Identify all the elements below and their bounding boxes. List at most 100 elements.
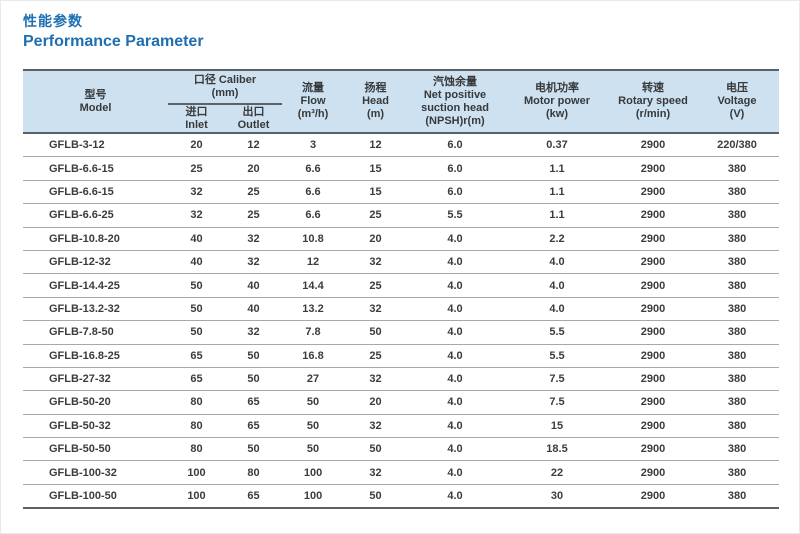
value-cell: 4.0 bbox=[407, 366, 504, 391]
value-cell: 2900 bbox=[611, 203, 696, 228]
header-rotary-zh: 转速 bbox=[642, 82, 665, 94]
value-cell: 50 bbox=[344, 483, 408, 509]
header-motor-power: 电机功率 Motor power (kw) bbox=[503, 70, 612, 133]
value-cell: 20 bbox=[344, 390, 408, 415]
value-cell: 50 bbox=[344, 320, 408, 345]
value-cell: 220/380 bbox=[717, 139, 757, 152]
table-header: 型号 Model 口径 Caliber (mm) 流量 Flow (m³/h) … bbox=[23, 70, 780, 133]
value-cell: 15 bbox=[344, 156, 408, 181]
value-cell: 50 bbox=[282, 413, 345, 438]
value-cell: 100 bbox=[282, 460, 345, 485]
value-cell: 4.0 bbox=[407, 413, 504, 438]
header-npsh: 汽蚀余量 Net positive suction head (NPSH)r(m… bbox=[407, 70, 504, 133]
header-inlet-zh: 进口 bbox=[185, 105, 208, 118]
table-row: GFLB-7.8-50 50 32 7.8 50 4.0 5.5 2900 380 bbox=[23, 320, 780, 345]
value-cell: 6.6 bbox=[282, 203, 345, 228]
value-cell: 2900 bbox=[611, 249, 696, 274]
value-cell: 50 bbox=[225, 366, 283, 391]
value-cell: 25 bbox=[225, 203, 283, 228]
model-cell: GFLB-100-32 bbox=[23, 460, 168, 485]
header-npsh-zh: 汽蚀余量 bbox=[433, 75, 478, 88]
table-row: GFLB-50-32 80 65 50 32 4.0 15 2900 380 bbox=[23, 413, 780, 438]
header-voltage-unit: (V) bbox=[729, 108, 745, 120]
value-cell: 80 bbox=[168, 413, 225, 438]
value-cell: 380 bbox=[695, 296, 780, 321]
table-row: GFLB-12-32 40 32 12 32 4.0 4.0 2900 380 bbox=[23, 249, 780, 274]
value-cell: 5.5 bbox=[503, 320, 612, 345]
header-outlet: 出口 Outlet bbox=[225, 104, 283, 133]
model-cell: GFLB-3-12 bbox=[49, 139, 105, 152]
value-cell: 65 bbox=[168, 366, 225, 391]
model-cell: GFLB-50-32 bbox=[23, 413, 168, 438]
value-cell: 380 bbox=[695, 390, 780, 415]
value-cell: 2900 bbox=[611, 179, 696, 204]
page-title-english: Performance Parameter bbox=[23, 33, 204, 50]
value-cell: 22 bbox=[503, 460, 612, 485]
value-cell: 7.8 bbox=[282, 320, 345, 345]
value-cell: 4.0 bbox=[407, 483, 504, 509]
page-title-chinese: 性能参数 bbox=[23, 13, 83, 29]
value-cell: 25 bbox=[344, 273, 408, 298]
value-cell: 2900 bbox=[611, 413, 696, 438]
value-cell: 2900 bbox=[611, 273, 696, 298]
value-cell: 380 bbox=[695, 437, 780, 461]
value-cell: 4.0 bbox=[407, 390, 504, 415]
value-cell: 380 bbox=[695, 156, 780, 181]
value-cell: 2900 bbox=[640, 139, 666, 152]
value-cell: 25 bbox=[344, 343, 408, 368]
model-cell: GFLB-6.6-25 bbox=[23, 203, 168, 228]
value-cell: 100 bbox=[282, 483, 345, 509]
value-cell: 2900 bbox=[611, 320, 696, 345]
header-flow-en: Flow bbox=[300, 95, 326, 107]
model-cell: GFLB-50-20 bbox=[23, 390, 168, 415]
table-row: GFLB-27-32 65 50 27 32 4.0 7.5 2900 380 bbox=[23, 366, 780, 391]
table-body: GFLB-3-12 20 12 3 12 6.0 0.37 2900 220/380 GFLB-6… bbox=[23, 133, 780, 509]
value-cell: 18.5 bbox=[503, 437, 612, 461]
value-cell: 50 bbox=[282, 437, 345, 461]
value-cell: 30 bbox=[503, 483, 612, 509]
value-cell: 5.5 bbox=[503, 343, 612, 368]
value-cell: 4.0 bbox=[503, 273, 612, 298]
value-cell: 2900 bbox=[611, 460, 696, 485]
value-cell: 14.4 bbox=[282, 273, 345, 298]
value-cell: 1.1 bbox=[503, 156, 612, 181]
value-cell: 80 bbox=[168, 390, 225, 415]
value-cell: 5.5 bbox=[407, 203, 504, 228]
value-cell: 25 bbox=[225, 179, 283, 204]
header-rotary-unit: (r/min) bbox=[635, 108, 671, 120]
value-cell: 7.5 bbox=[503, 366, 612, 391]
value-cell: 65 bbox=[225, 483, 283, 509]
value-cell: 2900 bbox=[611, 483, 696, 509]
value-cell: 4.0 bbox=[407, 460, 504, 485]
value-cell: 6.6 bbox=[282, 179, 345, 204]
header-rotary-en: Rotary speed bbox=[618, 95, 688, 107]
value-cell: 0.37 bbox=[546, 139, 568, 152]
value-cell: 2900 bbox=[611, 343, 696, 368]
value-cell: 32 bbox=[225, 226, 283, 251]
value-cell: 25 bbox=[344, 203, 408, 228]
value-cell: 380 bbox=[695, 203, 780, 228]
header-model: 型号 Model bbox=[23, 70, 168, 133]
value-cell: 380 bbox=[695, 460, 780, 485]
value-cell: 2.2 bbox=[503, 226, 612, 251]
value-cell: 4.0 bbox=[407, 273, 504, 298]
header-flow: 流量 Flow (m³/h) bbox=[282, 70, 345, 133]
value-cell: 80 bbox=[225, 460, 283, 485]
table-row: GFLB-50-50 80 50 50 50 4.0 18.5 2900 380 bbox=[23, 437, 780, 461]
value-cell: 32 bbox=[344, 366, 408, 391]
value-cell: 1.1 bbox=[503, 203, 612, 228]
table-row: GFLB-6.6-15 32 25 6.6 15 6.0 1.1 2900 380 bbox=[23, 179, 780, 204]
value-cell: 65 bbox=[225, 413, 283, 438]
model-cell: GFLB-50-50 bbox=[23, 437, 168, 461]
model-cell: GFLB-100-50 bbox=[23, 483, 168, 509]
value-cell: 3 bbox=[309, 139, 317, 152]
performance-parameter-table: 型号 Model 口径 Caliber (mm) 流量 Flow (m³/h) … bbox=[23, 69, 780, 510]
value-cell: 50 bbox=[282, 390, 345, 415]
value-cell: 4.0 bbox=[407, 226, 504, 251]
table-row: GFLB-6.6-25 32 25 6.6 25 5.5 1.1 2900 380 bbox=[23, 203, 780, 228]
header-npsh-unit: (NPSH)r(m) bbox=[425, 114, 485, 127]
value-cell: 20 bbox=[344, 226, 408, 251]
header-caliber-unit: (mm) bbox=[211, 87, 239, 99]
value-cell: 50 bbox=[168, 296, 225, 321]
value-cell: 380 bbox=[695, 366, 780, 391]
